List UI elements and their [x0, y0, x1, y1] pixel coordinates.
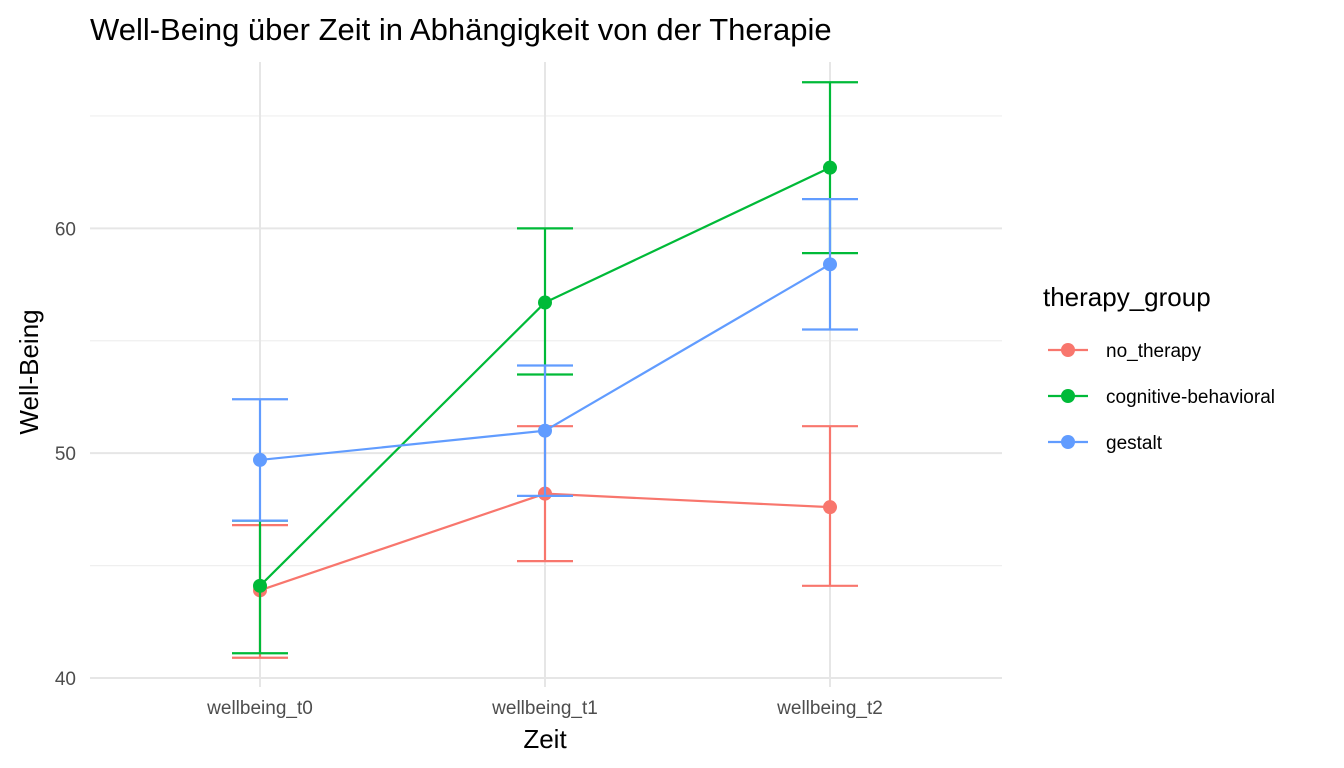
x-axis-title: Zeit: [523, 724, 567, 754]
data-point: [823, 160, 837, 175]
series-cognitive-behavioral: [232, 81, 858, 655]
legend-title: therapy_group: [1043, 282, 1211, 312]
legend-label: gestalt: [1106, 433, 1163, 454]
legend: therapy_group no_therapy cognitive-behavi…: [1043, 282, 1275, 454]
data-point: [823, 257, 837, 272]
data-point: [253, 578, 267, 593]
y-tick-label: 60: [55, 219, 76, 240]
x-tick-label: wellbeing_t1: [491, 698, 598, 719]
series-layer: [232, 81, 858, 659]
x-tick-labels: wellbeing_t0 wellbeing_t1 wellbeing_t2: [206, 698, 883, 719]
legend-label: no_therapy: [1106, 341, 1202, 362]
y-tick-label: 50: [55, 444, 76, 465]
x-tick-label: wellbeing_t2: [776, 698, 883, 719]
data-point: [253, 452, 267, 467]
y-tick-label: 40: [55, 669, 76, 690]
legend-key-point: [1061, 389, 1075, 403]
legend-item-gestalt: gestalt: [1048, 433, 1163, 454]
data-point: [538, 295, 552, 310]
y-axis-title: Well-Being: [14, 309, 44, 434]
legend-key-point: [1061, 435, 1075, 449]
data-point: [823, 500, 837, 515]
legend-key-point: [1061, 343, 1075, 357]
y-tick-labels: 40 50 60: [55, 219, 76, 690]
series-gestalt: [232, 198, 858, 522]
chart-title: Well-Being über Zeit in Abhängigkeit von…: [90, 12, 832, 47]
x-tick-label: wellbeing_t0: [206, 698, 313, 719]
data-point: [538, 423, 552, 438]
legend-item-cognitive-behavioral: cognitive-behavioral: [1048, 387, 1275, 408]
legend-item-no_therapy: no_therapy: [1048, 341, 1202, 362]
legend-label: cognitive-behavioral: [1106, 387, 1275, 408]
